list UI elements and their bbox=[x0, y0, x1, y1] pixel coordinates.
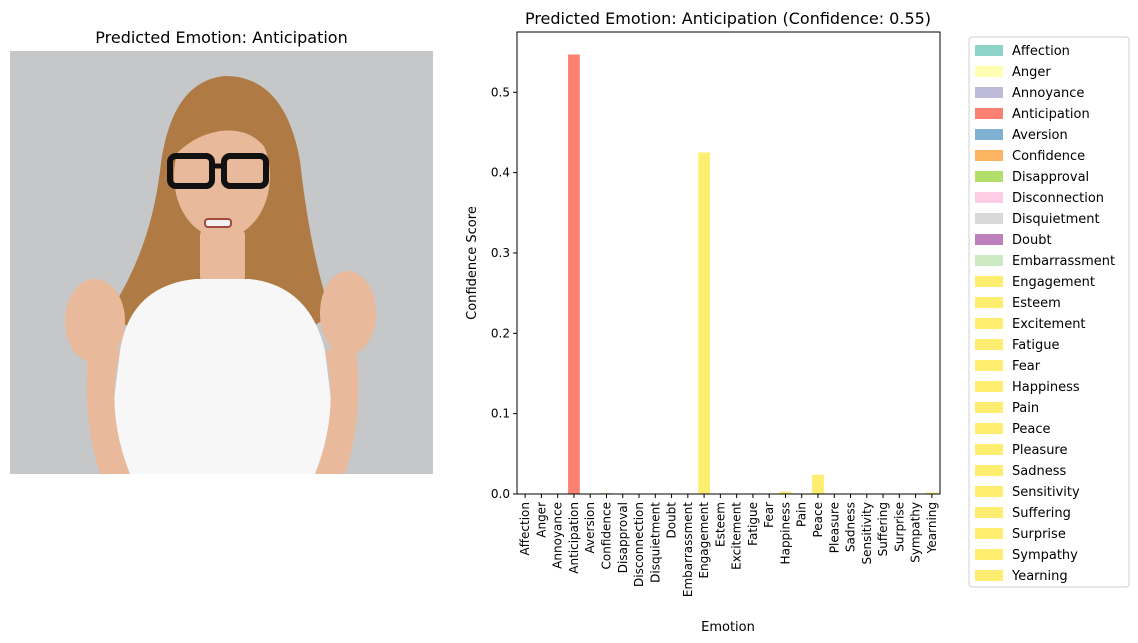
x-tick-label: Disapproval bbox=[616, 502, 630, 573]
legend-label: Esteem bbox=[1012, 296, 1061, 311]
legend-swatch bbox=[975, 213, 1003, 224]
legend-label: Suffering bbox=[1012, 506, 1071, 521]
legend-swatch bbox=[975, 87, 1003, 98]
subject-photo bbox=[10, 51, 433, 474]
x-tick-label: Confidence bbox=[599, 502, 613, 569]
legend-label: Fear bbox=[1012, 359, 1041, 374]
legend-swatch bbox=[975, 507, 1003, 518]
legend-swatch bbox=[975, 381, 1003, 392]
legend-label: Disapproval bbox=[1012, 170, 1089, 185]
legend-swatch bbox=[975, 423, 1003, 434]
legend-label: Disquietment bbox=[1012, 212, 1100, 227]
legend-label: Engagement bbox=[1012, 275, 1095, 290]
legend-label: Happiness bbox=[1012, 380, 1080, 395]
y-tick-label: 0.3 bbox=[491, 246, 510, 260]
plot-frame bbox=[516, 31, 941, 495]
legend-swatch bbox=[975, 108, 1003, 119]
legend-label: Pain bbox=[1012, 401, 1039, 416]
legend-label: Annoyance bbox=[1012, 86, 1084, 101]
legend-label: Sensitivity bbox=[1012, 485, 1080, 500]
x-tick-label: Pain bbox=[795, 502, 809, 527]
legend-swatch bbox=[975, 528, 1003, 539]
x-tick-label: Annoyance bbox=[551, 502, 565, 569]
legend-swatch bbox=[975, 234, 1003, 245]
legend-swatch bbox=[975, 444, 1003, 455]
legend-swatch bbox=[975, 150, 1003, 161]
legend-swatch bbox=[975, 255, 1003, 266]
y-tick-label: 0.4 bbox=[491, 166, 510, 180]
bar-happiness bbox=[779, 491, 792, 494]
legend-swatch bbox=[975, 297, 1003, 308]
y-tick-label: 0.2 bbox=[491, 326, 510, 340]
bar-anticipation bbox=[568, 54, 580, 495]
legend-label: Anticipation bbox=[1012, 107, 1090, 122]
y-axis-label: Confidence Score bbox=[465, 206, 480, 320]
legend-swatch bbox=[975, 570, 1003, 581]
legend-label: Anger bbox=[1012, 65, 1051, 80]
legend-label: Fatigue bbox=[1012, 338, 1059, 353]
legend-label: Sympathy bbox=[1012, 548, 1078, 563]
y-tick-label: 0.0 bbox=[491, 487, 510, 501]
legend-label: Doubt bbox=[1012, 233, 1052, 248]
legend-swatch bbox=[975, 465, 1003, 476]
legend-swatch bbox=[975, 549, 1003, 560]
legend-swatch bbox=[975, 129, 1003, 140]
image-title: Predicted Emotion: Anticipation bbox=[95, 28, 348, 47]
chart-title: Predicted Emotion: Anticipation (Confide… bbox=[525, 9, 931, 28]
x-tick-label: Peace bbox=[811, 502, 825, 538]
legend-label: Pleasure bbox=[1012, 443, 1068, 458]
legend-label: Disconnection bbox=[1012, 191, 1104, 206]
legend-label: Embarrassment bbox=[1012, 254, 1115, 269]
x-tick-label: Affection bbox=[518, 502, 532, 555]
x-tick-label: Esteem bbox=[713, 502, 727, 547]
legend-box bbox=[968, 36, 1130, 588]
legend-swatch bbox=[975, 276, 1003, 287]
legend-swatch bbox=[975, 171, 1003, 182]
y-tick-label: 0.1 bbox=[491, 407, 510, 421]
x-tick-label: Disquietment bbox=[648, 502, 662, 583]
legend-label: Affection bbox=[1012, 44, 1070, 59]
legend-swatch bbox=[975, 318, 1003, 329]
x-tick-label: Anticipation bbox=[567, 502, 581, 574]
y-tick-label: 0.5 bbox=[491, 85, 510, 99]
legend-swatch bbox=[975, 192, 1003, 203]
legend-swatch bbox=[975, 486, 1003, 497]
legend-swatch bbox=[975, 66, 1003, 77]
legend-label: Excitement bbox=[1012, 317, 1086, 332]
x-tick-label: Aversion bbox=[583, 502, 597, 553]
legend-label: Confidence bbox=[1012, 149, 1085, 164]
x-tick-label: Happiness bbox=[778, 502, 792, 564]
legend-label: Peace bbox=[1012, 422, 1051, 437]
x-tick-label: Yearning bbox=[925, 502, 939, 554]
x-tick-label: Sensitivity bbox=[860, 502, 874, 564]
legend: Affection Anger Annoyance Anticipation Avers… bbox=[968, 36, 1130, 588]
x-tick-label: Surprise bbox=[892, 502, 906, 552]
legend-label: Surprise bbox=[1012, 527, 1066, 542]
legend-swatch bbox=[975, 339, 1003, 350]
x-tick-label: Anger bbox=[534, 502, 548, 538]
x-tick-label: Suffering bbox=[876, 502, 890, 556]
x-tick-label: Pleasure bbox=[827, 502, 841, 553]
x-tick-label: Doubt bbox=[665, 502, 679, 539]
legend-swatch bbox=[975, 402, 1003, 413]
x-tick-label: Fatigue bbox=[746, 502, 760, 546]
x-tick-label: Embarrassment bbox=[681, 502, 695, 597]
x-tick-label: Sympathy bbox=[909, 502, 923, 563]
legend-label: Aversion bbox=[1012, 128, 1068, 143]
x-tick-label: Sadness bbox=[844, 502, 858, 552]
bar-peace bbox=[812, 474, 824, 494]
x-tick-label: Fear bbox=[762, 502, 776, 528]
x-tick-label: Excitement bbox=[730, 502, 744, 570]
legend-label: Yearning bbox=[1011, 569, 1068, 584]
x-tick-label: Engagement bbox=[697, 502, 711, 579]
legend-label: Sadness bbox=[1012, 464, 1066, 479]
legend-swatch bbox=[975, 360, 1003, 371]
bar-engagement bbox=[698, 152, 710, 495]
x-tick-label: Disconnection bbox=[632, 502, 646, 587]
x-axis-label: Emotion bbox=[701, 620, 755, 635]
legend-swatch bbox=[975, 45, 1003, 56]
bar-yearning bbox=[926, 492, 938, 494]
